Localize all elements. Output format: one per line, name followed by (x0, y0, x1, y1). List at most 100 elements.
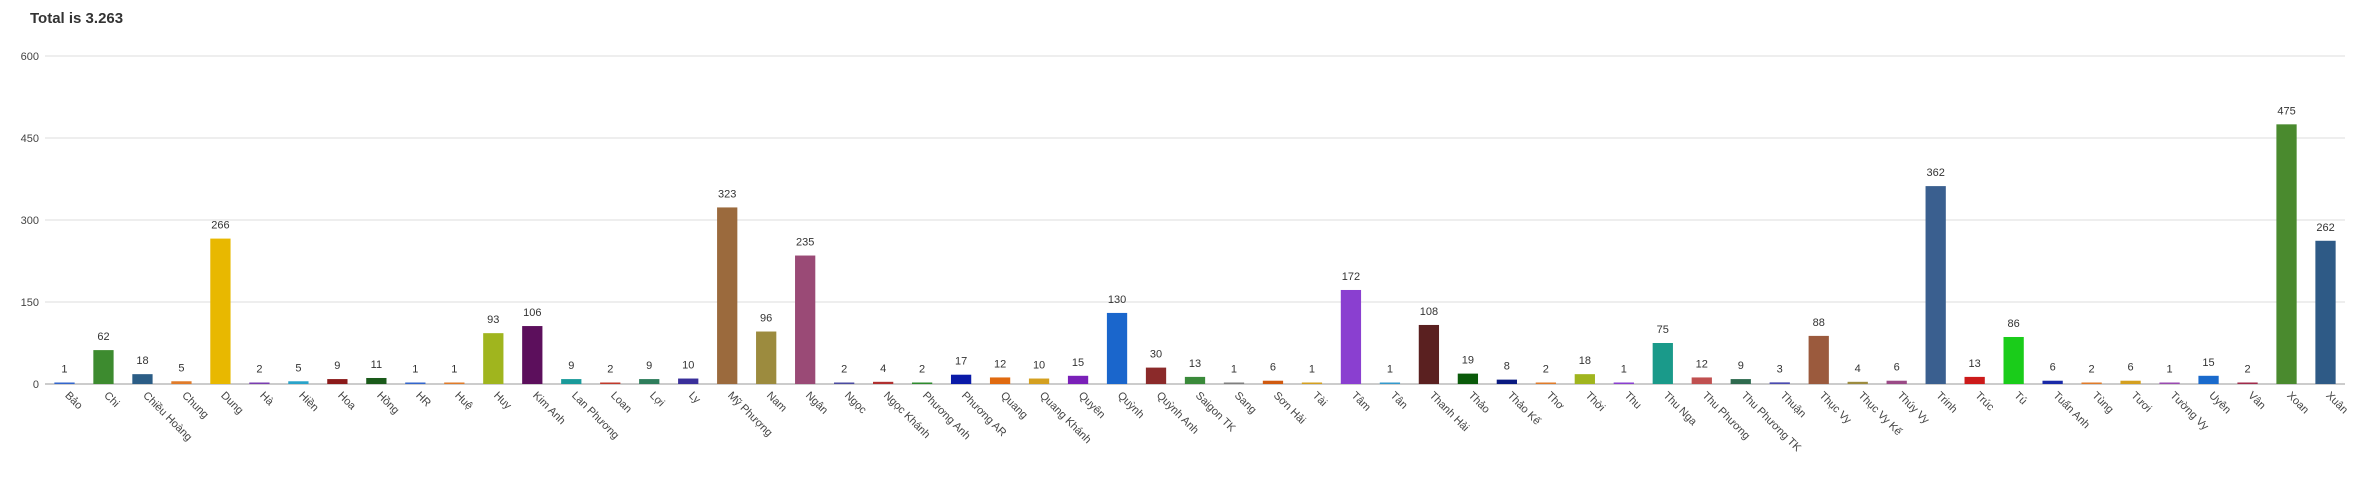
data-label: 11 (371, 359, 382, 371)
data-label: 9 (1738, 360, 1744, 372)
bar[interactable] (989, 377, 1011, 384)
x-tick-label: Tài (1310, 390, 1329, 409)
bar[interactable] (210, 238, 231, 384)
bar[interactable] (561, 379, 582, 384)
data-label: 323 (718, 188, 736, 200)
bar[interactable] (1964, 376, 1985, 384)
bar[interactable] (2081, 382, 2102, 385)
x-tick-label: Lợi (647, 390, 667, 410)
bar[interactable] (366, 377, 387, 384)
bar[interactable] (2003, 336, 2024, 384)
x-tick-label: Thuận (1778, 390, 1809, 421)
bar[interactable] (327, 379, 348, 384)
bar[interactable] (288, 381, 309, 384)
data-label: 15 (1072, 357, 1084, 369)
data-label: 6 (1270, 362, 1276, 374)
data-label: 75 (1657, 324, 1669, 336)
data-label: 9 (568, 360, 574, 372)
data-label: 15 (2202, 357, 2214, 369)
bar[interactable] (2237, 382, 2258, 385)
bar[interactable] (444, 382, 465, 385)
bar[interactable] (54, 382, 75, 385)
bar[interactable] (911, 382, 933, 385)
bar[interactable] (950, 374, 972, 384)
bar[interactable] (171, 381, 192, 384)
x-tick-label: Sang (1232, 390, 1259, 417)
x-tick-label: Ly (686, 390, 703, 407)
x-tick-label: Uyên (2206, 390, 2233, 417)
x-tick-label: Sơn Hải (1271, 390, 1308, 427)
bar[interactable] (717, 207, 738, 384)
bar[interactable] (1028, 378, 1050, 384)
bar[interactable] (1574, 374, 1595, 384)
bar[interactable] (1535, 382, 1556, 385)
bar[interactable] (2120, 380, 2141, 384)
data-label: 6 (1894, 362, 1900, 374)
bar[interactable] (2276, 124, 2297, 384)
data-label: 2 (607, 364, 613, 376)
bar[interactable] (1223, 382, 1245, 385)
bar[interactable] (756, 331, 777, 384)
x-tick-label: Tuấn Anh (2051, 390, 2092, 431)
bar[interactable] (1457, 373, 1479, 384)
bar[interactable] (2198, 375, 2219, 384)
bar[interactable] (1067, 375, 1089, 384)
x-tick-label: HR (413, 390, 433, 410)
bar[interactable] (1730, 379, 1751, 384)
x-tick-label: Dung (218, 390, 245, 417)
bar[interactable] (1262, 380, 1284, 384)
bar[interactable] (2159, 382, 2180, 385)
bar[interactable] (873, 381, 894, 384)
x-tick-label: Hà (257, 390, 276, 409)
data-label: 10 (1033, 360, 1045, 372)
x-tick-label: Chung (179, 390, 210, 421)
x-tick-label: Ngọc (842, 390, 869, 417)
x-tick-label: Quỳnh (1115, 390, 1146, 421)
bar[interactable] (2042, 380, 2063, 384)
bar[interactable] (522, 326, 543, 384)
bar[interactable] (1340, 289, 1362, 384)
x-tick-label: Tùng (2089, 390, 2115, 416)
x-tick-label: Thảo (1466, 390, 1492, 416)
bar[interactable] (1145, 367, 1167, 384)
bar[interactable] (1106, 312, 1128, 384)
y-tick-label: 600 (21, 51, 39, 63)
bar[interactable] (678, 378, 699, 384)
bar[interactable] (1379, 382, 1401, 385)
x-tick-label: Bảo (62, 390, 84, 412)
bar[interactable] (1691, 377, 1712, 384)
data-label: 12 (994, 358, 1006, 370)
x-tick-label: Quang (998, 390, 1030, 422)
bar[interactable] (600, 382, 621, 385)
bar[interactable] (1613, 382, 1634, 385)
bar[interactable] (834, 382, 855, 385)
data-label: 18 (1579, 355, 1591, 367)
bar[interactable] (249, 382, 270, 385)
bar[interactable] (1184, 376, 1206, 384)
bar[interactable] (405, 382, 426, 385)
bar[interactable] (2315, 240, 2336, 384)
x-tick-label: Huệ (452, 390, 475, 413)
x-tick-label: Nam (764, 390, 789, 415)
bar[interactable] (1418, 324, 1440, 384)
data-label: 106 (523, 307, 541, 319)
bar[interactable] (1769, 382, 1790, 384)
bar[interactable] (1847, 381, 1868, 384)
bar[interactable] (1652, 343, 1673, 384)
bar[interactable] (795, 255, 816, 384)
bar[interactable] (483, 333, 504, 384)
data-label: 1 (1309, 364, 1315, 376)
bar[interactable] (1301, 382, 1323, 385)
bar[interactable] (93, 350, 114, 384)
x-tick-label: Tường Vy (2167, 390, 2210, 433)
bar[interactable] (1925, 186, 1946, 384)
data-label: 6 (2128, 362, 2134, 374)
x-tick-label: Thu (1622, 390, 1644, 412)
bar[interactable] (1496, 379, 1517, 384)
bar[interactable] (639, 379, 660, 384)
bar[interactable] (1808, 335, 1829, 384)
bar[interactable] (132, 374, 153, 384)
bar[interactable] (1886, 380, 1907, 384)
